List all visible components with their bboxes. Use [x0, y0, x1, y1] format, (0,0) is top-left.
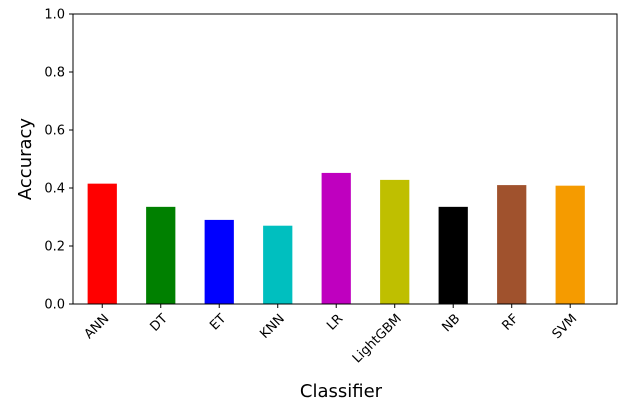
y-tick-label: 0.8 [44, 66, 65, 81]
x-tick-label: KNN [257, 311, 287, 341]
bar-ann [87, 183, 117, 304]
y-axis-ticks: 0.0 0.2 0.4 0.6 0.8 1.0 [44, 8, 73, 313]
x-tick-label: DT [147, 311, 170, 334]
x-tick-label: LR [324, 311, 346, 333]
x-axis-ticks: ANN DT ET KNN LR LightGBM NB RF SVM [82, 304, 581, 366]
bar-nb [438, 206, 468, 304]
y-axis-title: Accuracy [15, 118, 36, 201]
bar-et [204, 219, 234, 304]
x-tick-label: RF [499, 311, 521, 333]
y-tick-label: 0.6 [44, 124, 65, 139]
x-tick-label: ANN [82, 311, 113, 342]
x-tick-label: ET [207, 311, 229, 333]
y-tick-label: 1.0 [44, 8, 65, 23]
bar-svm [555, 185, 585, 304]
y-tick-label: 0.4 [44, 182, 65, 197]
bar-dt [146, 206, 176, 304]
plot-area-frame [72, 13, 618, 305]
y-tick-label: 0.0 [44, 298, 65, 313]
x-tick-label: LightGBM [350, 311, 405, 366]
bars-layer [87, 172, 585, 304]
x-tick-label: SVM [550, 311, 581, 342]
bar-rf [497, 185, 527, 304]
bar-lightgbm [380, 179, 410, 304]
x-tick-label: NB [439, 311, 463, 335]
x-axis-title: Classifier [300, 381, 383, 402]
bar-knn [263, 225, 293, 304]
bar-lr [321, 172, 351, 304]
y-tick-label: 0.2 [44, 240, 65, 255]
